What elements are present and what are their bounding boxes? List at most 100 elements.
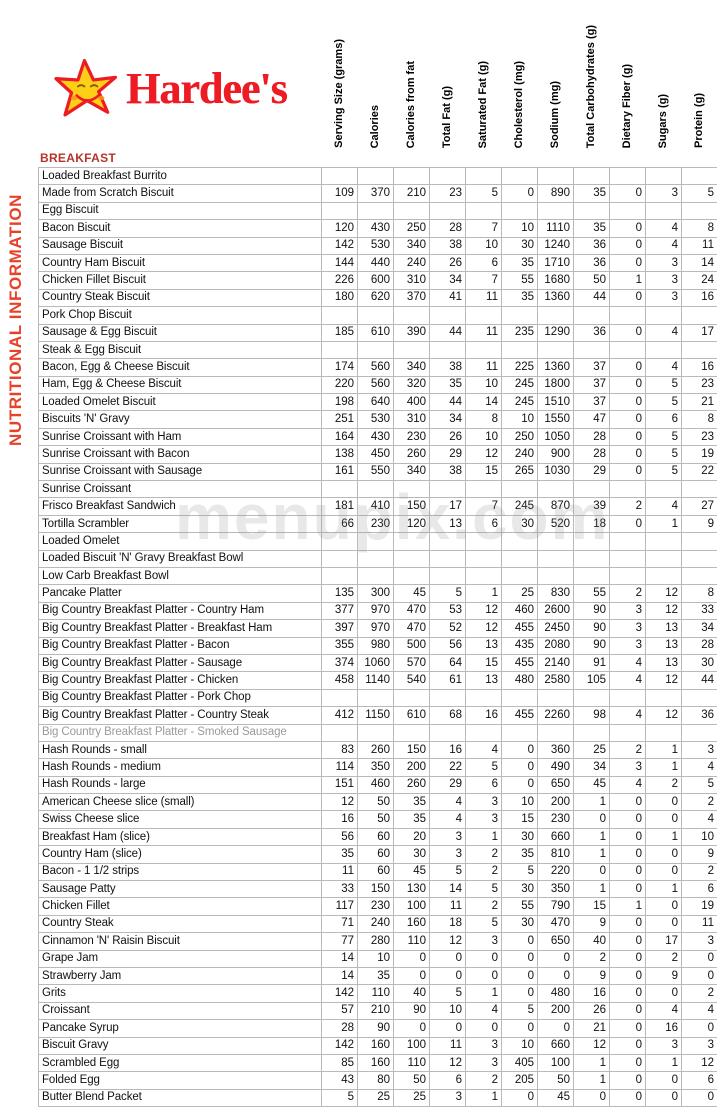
value-cell: 90 <box>394 1002 430 1019</box>
value-cell: 2 <box>682 863 717 880</box>
value-cell: 16 <box>322 811 358 828</box>
value-cell: 50 <box>574 272 610 289</box>
item-name-cell: Pancake Platter <box>39 585 322 602</box>
value-cell: 1 <box>466 585 502 602</box>
value-cell: 20 <box>394 828 430 845</box>
value-cell: 16 <box>430 741 466 758</box>
value-cell: 180 <box>322 289 358 306</box>
value-cell: 4 <box>646 359 682 376</box>
value-cell: 520 <box>538 515 574 532</box>
item-name-cell: Grits <box>39 985 322 1002</box>
value-cell: 35 <box>502 289 538 306</box>
value-cell: 64 <box>430 654 466 671</box>
value-cell: 0 <box>610 933 646 950</box>
value-cell: 620 <box>358 289 394 306</box>
value-cell: 11 <box>466 359 502 376</box>
value-cell <box>430 567 466 584</box>
value-cell: 260 <box>358 741 394 758</box>
value-cell: 15 <box>574 898 610 915</box>
value-cell: 440 <box>358 254 394 271</box>
value-cell: 12 <box>466 620 502 637</box>
item-name-cell: Scrambled Egg <box>39 1054 322 1071</box>
item-name-cell: Sausage & Egg Biscuit <box>39 324 322 341</box>
value-cell: 455 <box>502 654 538 671</box>
value-cell: 0 <box>610 1072 646 1089</box>
value-cell: 110 <box>394 933 430 950</box>
value-cell: 13 <box>466 637 502 654</box>
item-name-cell: Pancake Syrup <box>39 1020 322 1037</box>
value-cell: 470 <box>394 620 430 637</box>
value-cell: 22 <box>430 759 466 776</box>
value-cell: 265 <box>502 463 538 480</box>
value-cell: 38 <box>430 359 466 376</box>
value-cell <box>574 202 610 219</box>
value-cell: 100 <box>538 1054 574 1071</box>
value-cell: 3 <box>610 602 646 619</box>
item-name-cell: Biscuit Gravy <box>39 1037 322 1054</box>
item-name-cell: Country Steak <box>39 915 322 932</box>
smiling-star-icon <box>54 58 120 120</box>
value-cell: 6 <box>646 411 682 428</box>
value-cell: 4 <box>682 1002 717 1019</box>
value-cell: 117 <box>322 898 358 915</box>
value-cell: 1 <box>646 741 682 758</box>
value-cell: 10 <box>502 1037 538 1054</box>
value-cell: 0 <box>646 863 682 880</box>
value-cell: 377 <box>322 602 358 619</box>
value-cell: 80 <box>358 1072 394 1089</box>
value-cell: 2 <box>466 898 502 915</box>
value-cell: 4 <box>646 498 682 515</box>
value-cell: 2 <box>646 776 682 793</box>
value-cell: 16 <box>682 289 717 306</box>
value-cell: 34 <box>430 272 466 289</box>
value-cell <box>358 307 394 324</box>
value-cell: 142 <box>322 985 358 1002</box>
value-cell: 5 <box>682 776 717 793</box>
table-header-band: Hardee's Serving Size (grams) Calories C… <box>38 0 717 150</box>
value-cell: 91 <box>574 654 610 671</box>
value-cell: 230 <box>358 898 394 915</box>
value-cell: 150 <box>394 498 430 515</box>
value-cell: 135 <box>322 585 358 602</box>
value-cell: 45 <box>394 863 430 880</box>
value-cell: 3 <box>430 846 466 863</box>
value-cell: 470 <box>394 602 430 619</box>
value-cell: 2 <box>682 794 717 811</box>
value-cell: 0 <box>502 985 538 1002</box>
value-cell: 390 <box>394 324 430 341</box>
value-cell: 1360 <box>538 289 574 306</box>
value-cell: 3 <box>646 185 682 202</box>
item-name-cell: Hash Rounds - small <box>39 741 322 758</box>
column-header-calories: Calories <box>357 2 393 148</box>
table-row: Big Country Breakfast Platter - Country … <box>39 602 717 619</box>
value-cell: 85 <box>322 1054 358 1071</box>
column-header-dietary-fiber: Dietary Fiber (g) <box>609 2 645 148</box>
value-cell: 4 <box>466 1002 502 1019</box>
item-name-cell: Bacon - 1 1/2 strips <box>39 863 322 880</box>
value-cell <box>682 533 717 550</box>
value-cell: 10 <box>502 411 538 428</box>
value-cell: 174 <box>322 359 358 376</box>
value-cell: 370 <box>358 185 394 202</box>
value-cell <box>682 724 717 741</box>
value-cell: 200 <box>538 794 574 811</box>
value-cell: 12 <box>646 707 682 724</box>
value-cell: 1 <box>646 759 682 776</box>
item-name-cell: Loaded Omelet Biscuit <box>39 394 322 411</box>
item-name-cell: Sunrise Croissant with Sausage <box>39 463 322 480</box>
value-cell: 77 <box>322 933 358 950</box>
value-cell: 36 <box>682 707 717 724</box>
value-cell: 35 <box>322 846 358 863</box>
value-cell: 1140 <box>358 672 394 689</box>
value-cell: 1 <box>646 828 682 845</box>
value-cell: 0 <box>610 1054 646 1071</box>
value-cell: 0 <box>538 1020 574 1037</box>
value-cell <box>538 533 574 550</box>
